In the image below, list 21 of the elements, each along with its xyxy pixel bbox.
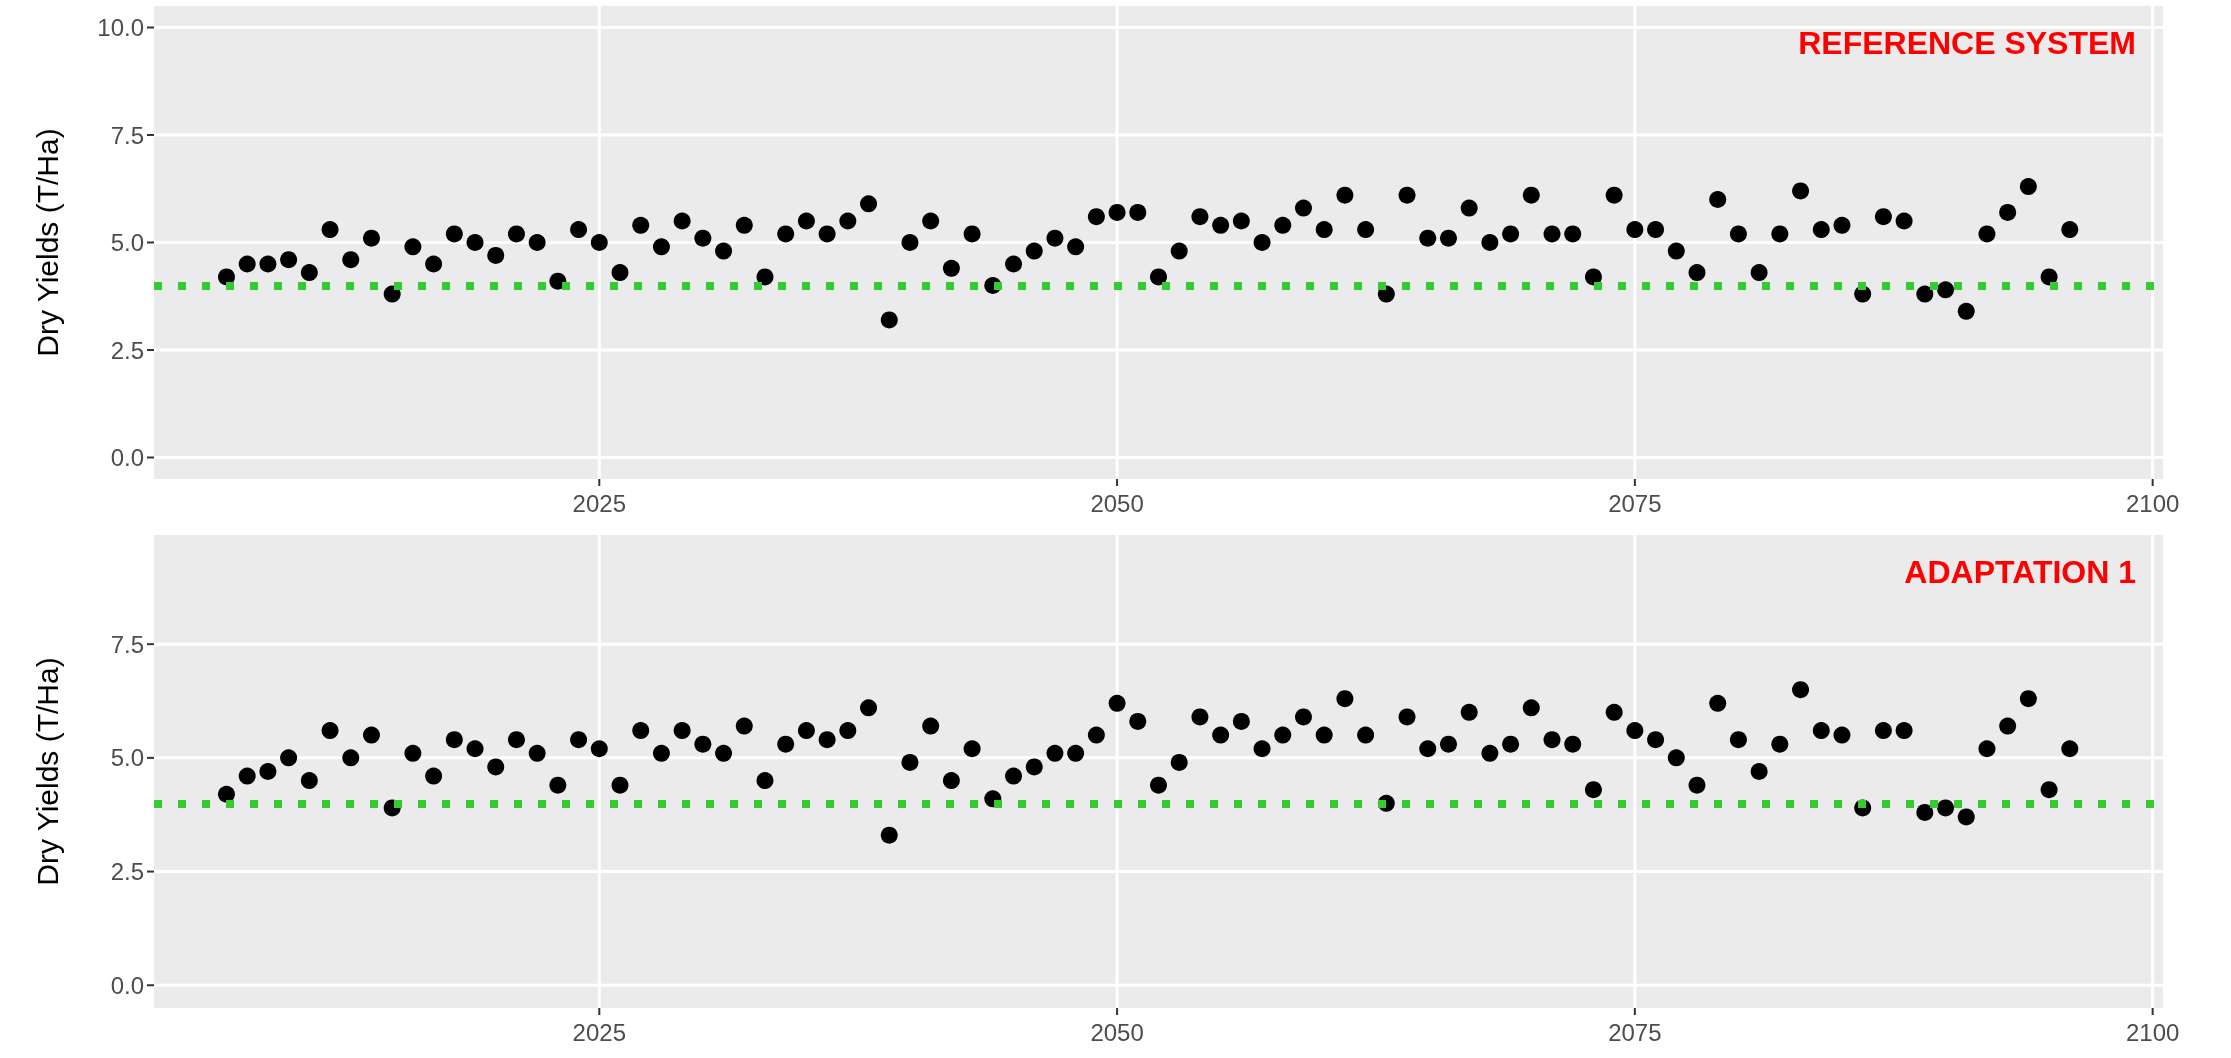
y-tick-label: 7.5: [110, 121, 144, 149]
x-tick-label: 2025: [572, 1018, 626, 1046]
y-tick-label: 0.0: [110, 444, 144, 471]
y-tick-label: 2.5: [110, 858, 144, 886]
text: REFERENCE SYSTEM: [1798, 25, 2136, 61]
y-tick-label: 0.0: [110, 971, 144, 999]
x-tick-label: 2050: [1090, 1018, 1144, 1046]
x-tick-label: 2025: [572, 489, 626, 517]
text: ADAPTATION 1: [1904, 554, 2136, 590]
y-tick-label: 10.0: [97, 14, 144, 41]
x-tick-label: 2075: [1608, 489, 1662, 517]
y-axis-title: Dry Yields (T/Ha): [30, 128, 64, 357]
x-tick-label: 2100: [2125, 489, 2180, 517]
y-tick-label: 5.0: [110, 229, 144, 256]
y-tick-label: 2.5: [110, 336, 144, 364]
x-tick-label: 2075: [1608, 1018, 1662, 1046]
y-tick-label: 7.5: [110, 630, 144, 658]
y-tick-label: 5.0: [110, 744, 144, 772]
x-tick-label: 2100: [2125, 1018, 2180, 1046]
x-tick-label: 2050: [1090, 489, 1144, 517]
y-axis-title: Dry Yields (T/Ha): [30, 657, 64, 886]
